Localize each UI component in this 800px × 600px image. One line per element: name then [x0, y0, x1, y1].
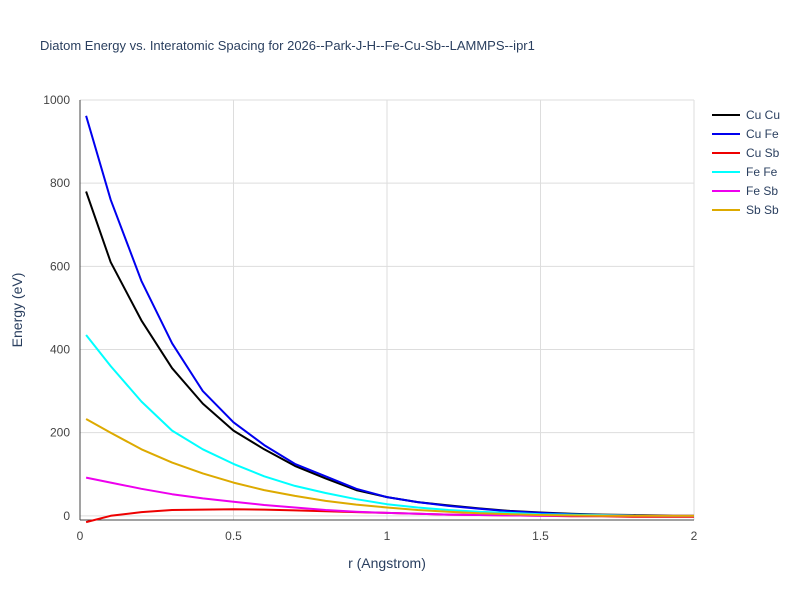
y-axis-label: Energy (eV): [9, 273, 25, 348]
y-tick-label: 600: [50, 259, 70, 273]
legend[interactable]: Cu Cu Cu Fe Cu Sb Fe Fe Fe Sb Sb Sb: [712, 108, 780, 217]
legend-label: Cu Fe: [746, 127, 779, 141]
legend-label: Sb Sb: [746, 203, 779, 217]
legend-item-cu-sb[interactable]: Cu Sb: [712, 146, 780, 160]
y-tick-label: 400: [50, 343, 70, 357]
x-tick-label: 0.5: [225, 529, 242, 543]
legend-item-fe-fe[interactable]: Fe Fe: [712, 165, 778, 179]
y-tick-label: 800: [50, 176, 70, 190]
x-tick-label: 1.5: [532, 529, 549, 543]
x-axis-label: r (Angstrom): [348, 555, 426, 571]
series-lines: [85, 115, 695, 524]
series-line-sb-sb: [85, 418, 694, 517]
legend-label: Cu Sb: [746, 146, 780, 160]
legend-label: Fe Sb: [746, 184, 778, 198]
x-tick-label: 1: [384, 529, 391, 543]
legend-label: Fe Fe: [746, 165, 778, 179]
y-tick-label: 0: [63, 509, 70, 523]
legend-item-sb-sb[interactable]: Sb Sb: [712, 203, 779, 217]
grid: [80, 99, 695, 520]
legend-item-cu-cu[interactable]: Cu Cu: [712, 108, 780, 122]
legend-item-fe-sb[interactable]: Fe Sb: [712, 184, 778, 198]
axes: 0 0.5 1 1.5 2 0 200 400 600 800 1000: [43, 93, 697, 543]
y-tick-label: 1000: [43, 93, 70, 107]
chart-title: Diatom Energy vs. Interatomic Spacing fo…: [40, 38, 535, 53]
y-tick-label: 200: [50, 426, 70, 440]
legend-label: Cu Cu: [746, 108, 780, 122]
x-tick-label: 0: [77, 529, 84, 543]
x-tick-label: 2: [691, 529, 698, 543]
legend-item-cu-fe[interactable]: Cu Fe: [712, 127, 779, 141]
